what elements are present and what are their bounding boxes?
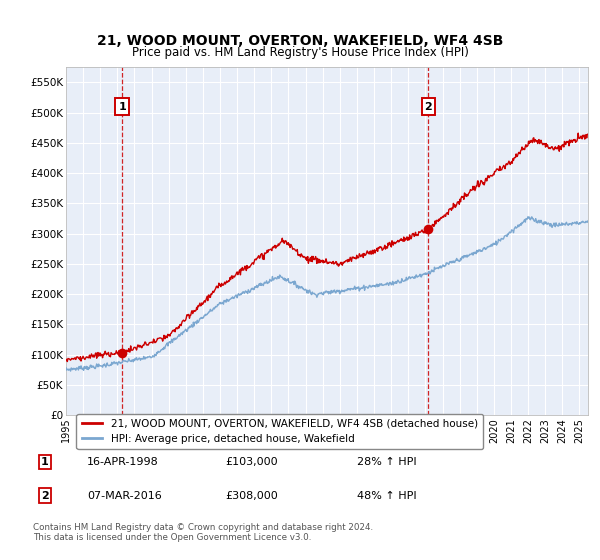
Text: £308,000: £308,000 <box>225 491 278 501</box>
Text: Contains HM Land Registry data © Crown copyright and database right 2024.
This d: Contains HM Land Registry data © Crown c… <box>33 522 373 542</box>
Text: 1: 1 <box>41 457 49 467</box>
Text: £103,000: £103,000 <box>225 457 278 467</box>
Text: 48% ↑ HPI: 48% ↑ HPI <box>357 491 416 501</box>
Text: 21, WOOD MOUNT, OVERTON, WAKEFIELD, WF4 4SB: 21, WOOD MOUNT, OVERTON, WAKEFIELD, WF4 … <box>97 34 503 48</box>
Text: 1: 1 <box>118 101 126 111</box>
Text: 07-MAR-2016: 07-MAR-2016 <box>87 491 162 501</box>
Text: Price paid vs. HM Land Registry's House Price Index (HPI): Price paid vs. HM Land Registry's House … <box>131 46 469 59</box>
Text: 2: 2 <box>425 101 433 111</box>
Text: 28% ↑ HPI: 28% ↑ HPI <box>357 457 416 467</box>
Text: 2: 2 <box>41 491 49 501</box>
Text: 16-APR-1998: 16-APR-1998 <box>87 457 159 467</box>
Legend: 21, WOOD MOUNT, OVERTON, WAKEFIELD, WF4 4SB (detached house), HPI: Average price: 21, WOOD MOUNT, OVERTON, WAKEFIELD, WF4 … <box>76 413 483 449</box>
